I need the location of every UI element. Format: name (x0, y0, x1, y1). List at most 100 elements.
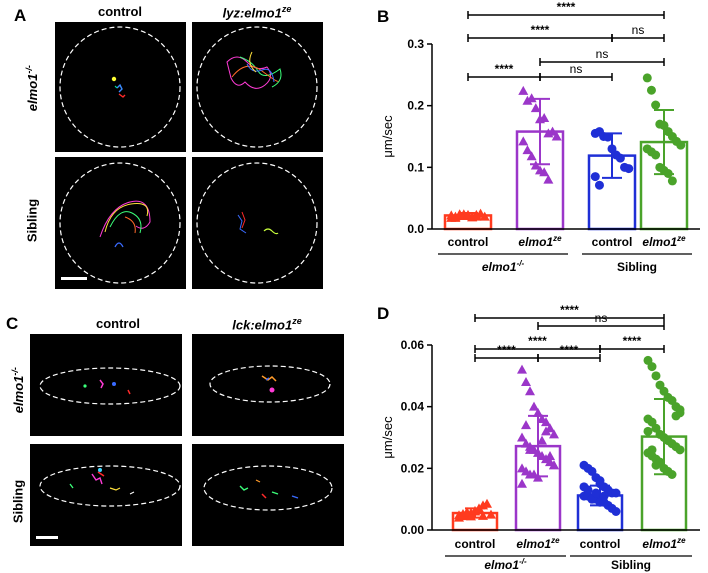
panel-d-y-tick-label: 0.02 (401, 461, 425, 475)
panel-d-category-label-sup: ze (550, 536, 560, 545)
panel-d-data-point (466, 511, 476, 521)
panel-b-sig-label: **** (495, 62, 514, 76)
panel-d-category-label-base: elmo1 (516, 537, 551, 551)
panel-b-data-point (522, 145, 533, 155)
panel-c-col-label-control-text: control (95, 316, 141, 331)
panel-d-data-point (643, 426, 653, 436)
panel-d-data-point (675, 405, 685, 415)
panel-b-data-point (518, 85, 529, 95)
panel-d-letter: D (377, 304, 389, 323)
panel-b-category-label-sup: ze (676, 234, 686, 243)
panel-b-data-point (479, 211, 490, 221)
panel-b-letter: B (377, 7, 389, 26)
panel-b-category-label-sup: ze (552, 234, 562, 243)
micrograph-a-sibling-control (55, 157, 186, 289)
panel-d-category-label: elmo1ze (516, 536, 560, 551)
panel-b-data-point (539, 113, 550, 122)
panel-d-data-point (470, 505, 480, 515)
panel-d-data-point (537, 435, 547, 445)
panel-b-category-label-base: control (448, 235, 489, 249)
panel-d-category-label-sup: ze (676, 536, 686, 545)
panel-d-sig-label: **** (528, 334, 547, 348)
panel-d-data-point (541, 417, 551, 427)
panel-b-group-label: Sibling (617, 260, 657, 274)
panel-b-category-label-base: elmo1 (518, 235, 553, 249)
panel-d-data-point (549, 460, 559, 470)
panel-b-data-point (547, 126, 558, 136)
panel-b-group-label-base: Sibling (617, 260, 657, 274)
panel-d-data-point (545, 451, 555, 460)
panel-b-data-point (667, 176, 677, 186)
panel-d-data-point (525, 386, 535, 396)
panel-d-data-point (675, 445, 685, 455)
panel-d-data-point (611, 507, 621, 516)
panel-d-category-label: control (455, 537, 496, 551)
panel-b-data-point (551, 131, 562, 141)
panel-c-col-label-elmo1: lck:elmo1ze (192, 316, 342, 332)
panel-d-data-point (478, 510, 488, 520)
panel-c-col-label-control: control (38, 316, 198, 331)
panel-d-y-tick-label: 0.00 (401, 523, 425, 537)
panel-d-data-point (651, 460, 661, 470)
panel-d-category-label: control (580, 537, 621, 551)
panel-d-group-label-sup: -/- (519, 557, 527, 566)
panel-a-letter: A (14, 6, 27, 25)
panel-d-data-point (647, 445, 657, 455)
panel-b-category-label: elmo1ze (518, 234, 562, 249)
panel-d-category-label: elmo1ze (642, 536, 686, 551)
panel-b-y-tick-label: 0.2 (407, 99, 424, 113)
panel-b-category-label: control (592, 235, 633, 249)
panel-d-y-tick-label: 0.04 (401, 400, 425, 414)
panel-d-data-point (533, 472, 543, 482)
panel-a-col-label-elmo1-sup: ze (281, 4, 292, 14)
panel-b-data-point (642, 73, 652, 83)
panel-d-data-point (583, 485, 593, 495)
panel-d-y-tick-label: 0.06 (401, 338, 425, 352)
panel-b-category-label: elmo1ze (642, 234, 686, 249)
panel-b-data-point (530, 160, 541, 170)
micrograph-a-mutant-control (55, 22, 186, 152)
panel-d-category-label-base: elmo1 (642, 537, 677, 551)
panel-d-sig-label: **** (560, 303, 579, 317)
panel-d-data-point (517, 478, 527, 488)
panel-d-data-point (549, 429, 559, 439)
panel-c-col-label-elmo1-sup: ze (292, 316, 302, 326)
panel-d-y-label: μm/sec (380, 416, 395, 459)
panel-b-sig-label: ns (632, 23, 645, 37)
panel-b-group-label-sup: -/- (517, 259, 525, 268)
panel-d-data-point (486, 509, 496, 519)
panel-d-data-point (474, 503, 484, 513)
panel-d-data-point (462, 507, 472, 517)
panel-d-data-point (521, 377, 531, 386)
panel-b-data-point (594, 180, 604, 190)
panel-b-data-point (539, 167, 550, 177)
panel-b-data-point (603, 132, 613, 142)
panel-d-data-point (525, 444, 535, 454)
panel-d-data-point (591, 488, 601, 498)
panel-d-data-point (529, 401, 539, 411)
panel-b-data-point (651, 150, 661, 160)
micrograph-c-sibling-lck-elmo1 (192, 444, 344, 546)
panel-b-data-point (663, 169, 673, 178)
panel-a-col-label-elmo1: lyz:elmo1ze (192, 4, 322, 20)
panel-c-letter: C (6, 314, 19, 333)
panel-b-sig-label: **** (531, 23, 550, 37)
panel-b-category-label-base: control (592, 235, 633, 249)
panel-b-sig-label: ns (596, 47, 609, 61)
panel-d-data-point (541, 426, 551, 436)
panel-d-sig-label: **** (497, 343, 516, 357)
panel-d-sig-label: ns (595, 311, 608, 325)
panel-b-sig-label: **** (557, 0, 576, 14)
panel-b-data-point (676, 140, 686, 150)
panel-b-data-point (615, 153, 625, 163)
panel-a-col-label-control: control (55, 4, 185, 19)
micrograph-a-sibling-lyz-elmo1 (192, 157, 323, 289)
panel-b-data-point (646, 85, 656, 95)
panel-c-col-label-elmo1-text: lck:elmo1 (232, 317, 293, 333)
panel-b-group-label-base: elmo1 (482, 260, 517, 274)
panel-b-data-point (651, 100, 661, 110)
panel-a-col-label-control-text: control (97, 4, 143, 19)
panel-b-data-point (518, 136, 529, 146)
panel-b-sig-label: ns (570, 62, 583, 76)
